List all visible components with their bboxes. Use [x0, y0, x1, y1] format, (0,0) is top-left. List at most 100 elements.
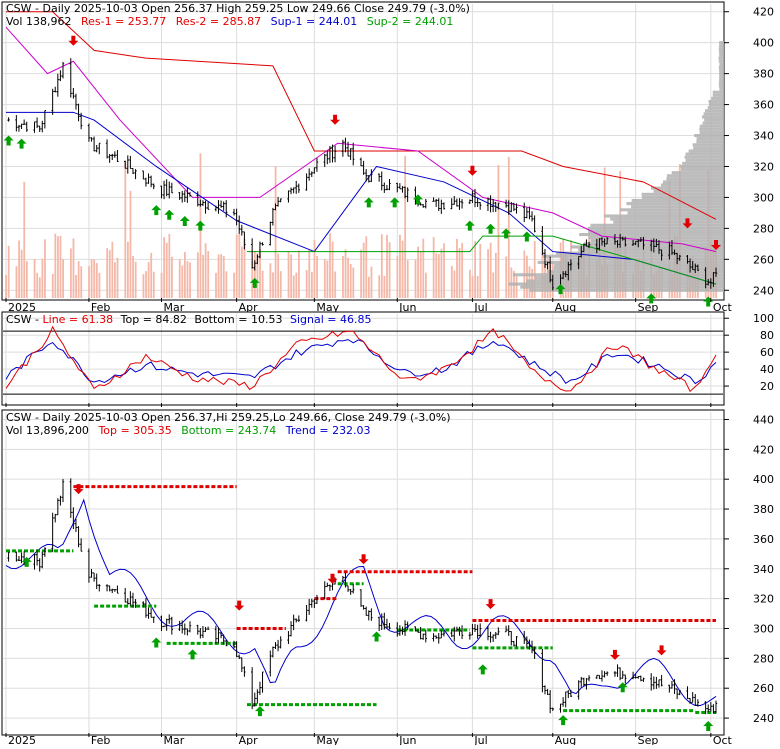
volume-bar	[526, 255, 528, 298]
sell-arrow	[73, 484, 84, 495]
buy-arrow	[485, 223, 496, 234]
volume-bar	[15, 266, 18, 298]
volume-bar	[365, 236, 368, 298]
volume-bar	[215, 272, 217, 298]
trend-top-label: Top = 305.35	[97, 424, 171, 437]
volume-bar	[59, 235, 62, 298]
sell-arrow	[609, 649, 620, 660]
volume-bar	[269, 263, 272, 298]
volume-profile-bar	[631, 198, 724, 203]
trend-x-label: Aug	[555, 734, 576, 745]
sup1-label: Sup-1 = 244.01	[271, 15, 358, 28]
oscillator-top-label: Top = 84.82	[120, 313, 187, 326]
volume-bar	[241, 246, 243, 298]
price-tick-label: 260	[753, 253, 774, 266]
volume-profile-bar	[543, 254, 724, 258]
buy-arrow	[249, 277, 260, 288]
volume-profile-bar	[613, 220, 724, 224]
volume-bar	[386, 234, 388, 298]
volume-bar	[456, 238, 458, 298]
volume-profile-bar	[619, 208, 724, 212]
sell-arrow	[682, 218, 693, 229]
volume-profile-bar	[718, 50, 724, 54]
trend-gridlines	[3, 412, 723, 733]
volume-bar	[108, 250, 111, 298]
buy-arrow	[187, 649, 198, 660]
buy-arrow	[254, 706, 265, 717]
volume-profile-bar	[719, 62, 724, 66]
volume-profile-bar	[529, 288, 724, 292]
volume-profile-bar	[666, 174, 724, 178]
buy-arrow	[558, 715, 569, 726]
volume-profile-bar	[641, 192, 724, 196]
volume-profile-bar	[696, 140, 724, 144]
volume-profile-bar	[719, 75, 724, 79]
price-volume-label: Vol 138,962	[6, 15, 71, 28]
volume-bar	[471, 275, 474, 298]
volume-bar	[331, 241, 334, 298]
volume-profile-bar	[651, 186, 724, 190]
volume-profile-bar	[604, 214, 724, 218]
volume-profile-bar	[718, 59, 724, 63]
price-x-axis: 2025 Feb Mar Apr May Jun Jul Aug Sep Oct	[5, 298, 733, 314]
volume-bar	[458, 248, 461, 298]
trend-x-label: 2025	[8, 734, 36, 745]
buy-arrow	[413, 194, 424, 205]
volume-bar	[422, 238, 425, 298]
buy-arrow	[21, 556, 32, 567]
volume-profile-bar	[718, 56, 724, 60]
volume-bar	[189, 262, 191, 298]
volume-bar	[142, 274, 145, 298]
volume-bar	[57, 236, 59, 298]
volume-bar	[33, 258, 36, 298]
volume-bar	[383, 275, 386, 298]
volume-bar	[225, 271, 228, 298]
volume-bar	[204, 243, 207, 298]
volume-profile-bar	[718, 65, 724, 69]
volume-bar	[396, 255, 399, 298]
volume-bar	[207, 251, 210, 298]
oscillator-tick-label: 100	[753, 312, 774, 325]
volume-profile-bar	[708, 99, 724, 104]
volume-profile-bar	[701, 115, 724, 119]
price-x-label: Feb	[91, 301, 110, 314]
trend-tick-label: 320	[753, 593, 774, 606]
volume-profile-bar	[579, 233, 724, 237]
volume-bar	[313, 240, 316, 298]
trend-tick-label: 260	[753, 682, 774, 695]
volume-bar	[253, 251, 256, 298]
trend-tick-label: 380	[753, 503, 774, 516]
price-x-label: Oct	[713, 301, 733, 314]
price-x-label: Apr	[239, 301, 259, 314]
volume-bar	[352, 267, 355, 298]
price-panel: 240 260 280 300 320 340 360 380 400 420 2025 Feb Ma…	[1, 1, 774, 314]
price-x-label: Mar	[163, 301, 184, 314]
volume-bar	[147, 262, 150, 298]
oscillator-name: CSW -	[6, 313, 43, 326]
volume-bar	[38, 277, 41, 298]
volume-bar	[116, 257, 119, 298]
volume-bar	[222, 256, 225, 298]
volume-bar	[186, 261, 189, 298]
volume-bar	[505, 256, 508, 298]
volume-bar	[165, 242, 168, 298]
buy-arrow	[617, 682, 628, 693]
sell-arrow	[68, 35, 79, 46]
buy-arrow	[179, 215, 190, 226]
trend-tick-label: 440	[753, 413, 774, 426]
volume-bar	[238, 233, 241, 298]
trend-y-axis: 240 260 280 300 320 340 360 380 400 420 440	[724, 413, 774, 725]
volume-bar	[5, 275, 7, 298]
volume-bar	[36, 272, 39, 298]
price-tick-label: 360	[753, 99, 774, 112]
volume-bar	[461, 243, 464, 298]
buy-arrow	[389, 197, 400, 208]
volume-bar	[129, 190, 132, 298]
volume-profile-bar	[508, 282, 724, 286]
price-tick-label: 240	[753, 284, 774, 297]
volume-profile-bar	[631, 205, 724, 209]
trend-x-label: Feb	[91, 734, 110, 745]
trend-x-label: Jun	[398, 734, 416, 745]
volume-bar	[450, 265, 453, 298]
